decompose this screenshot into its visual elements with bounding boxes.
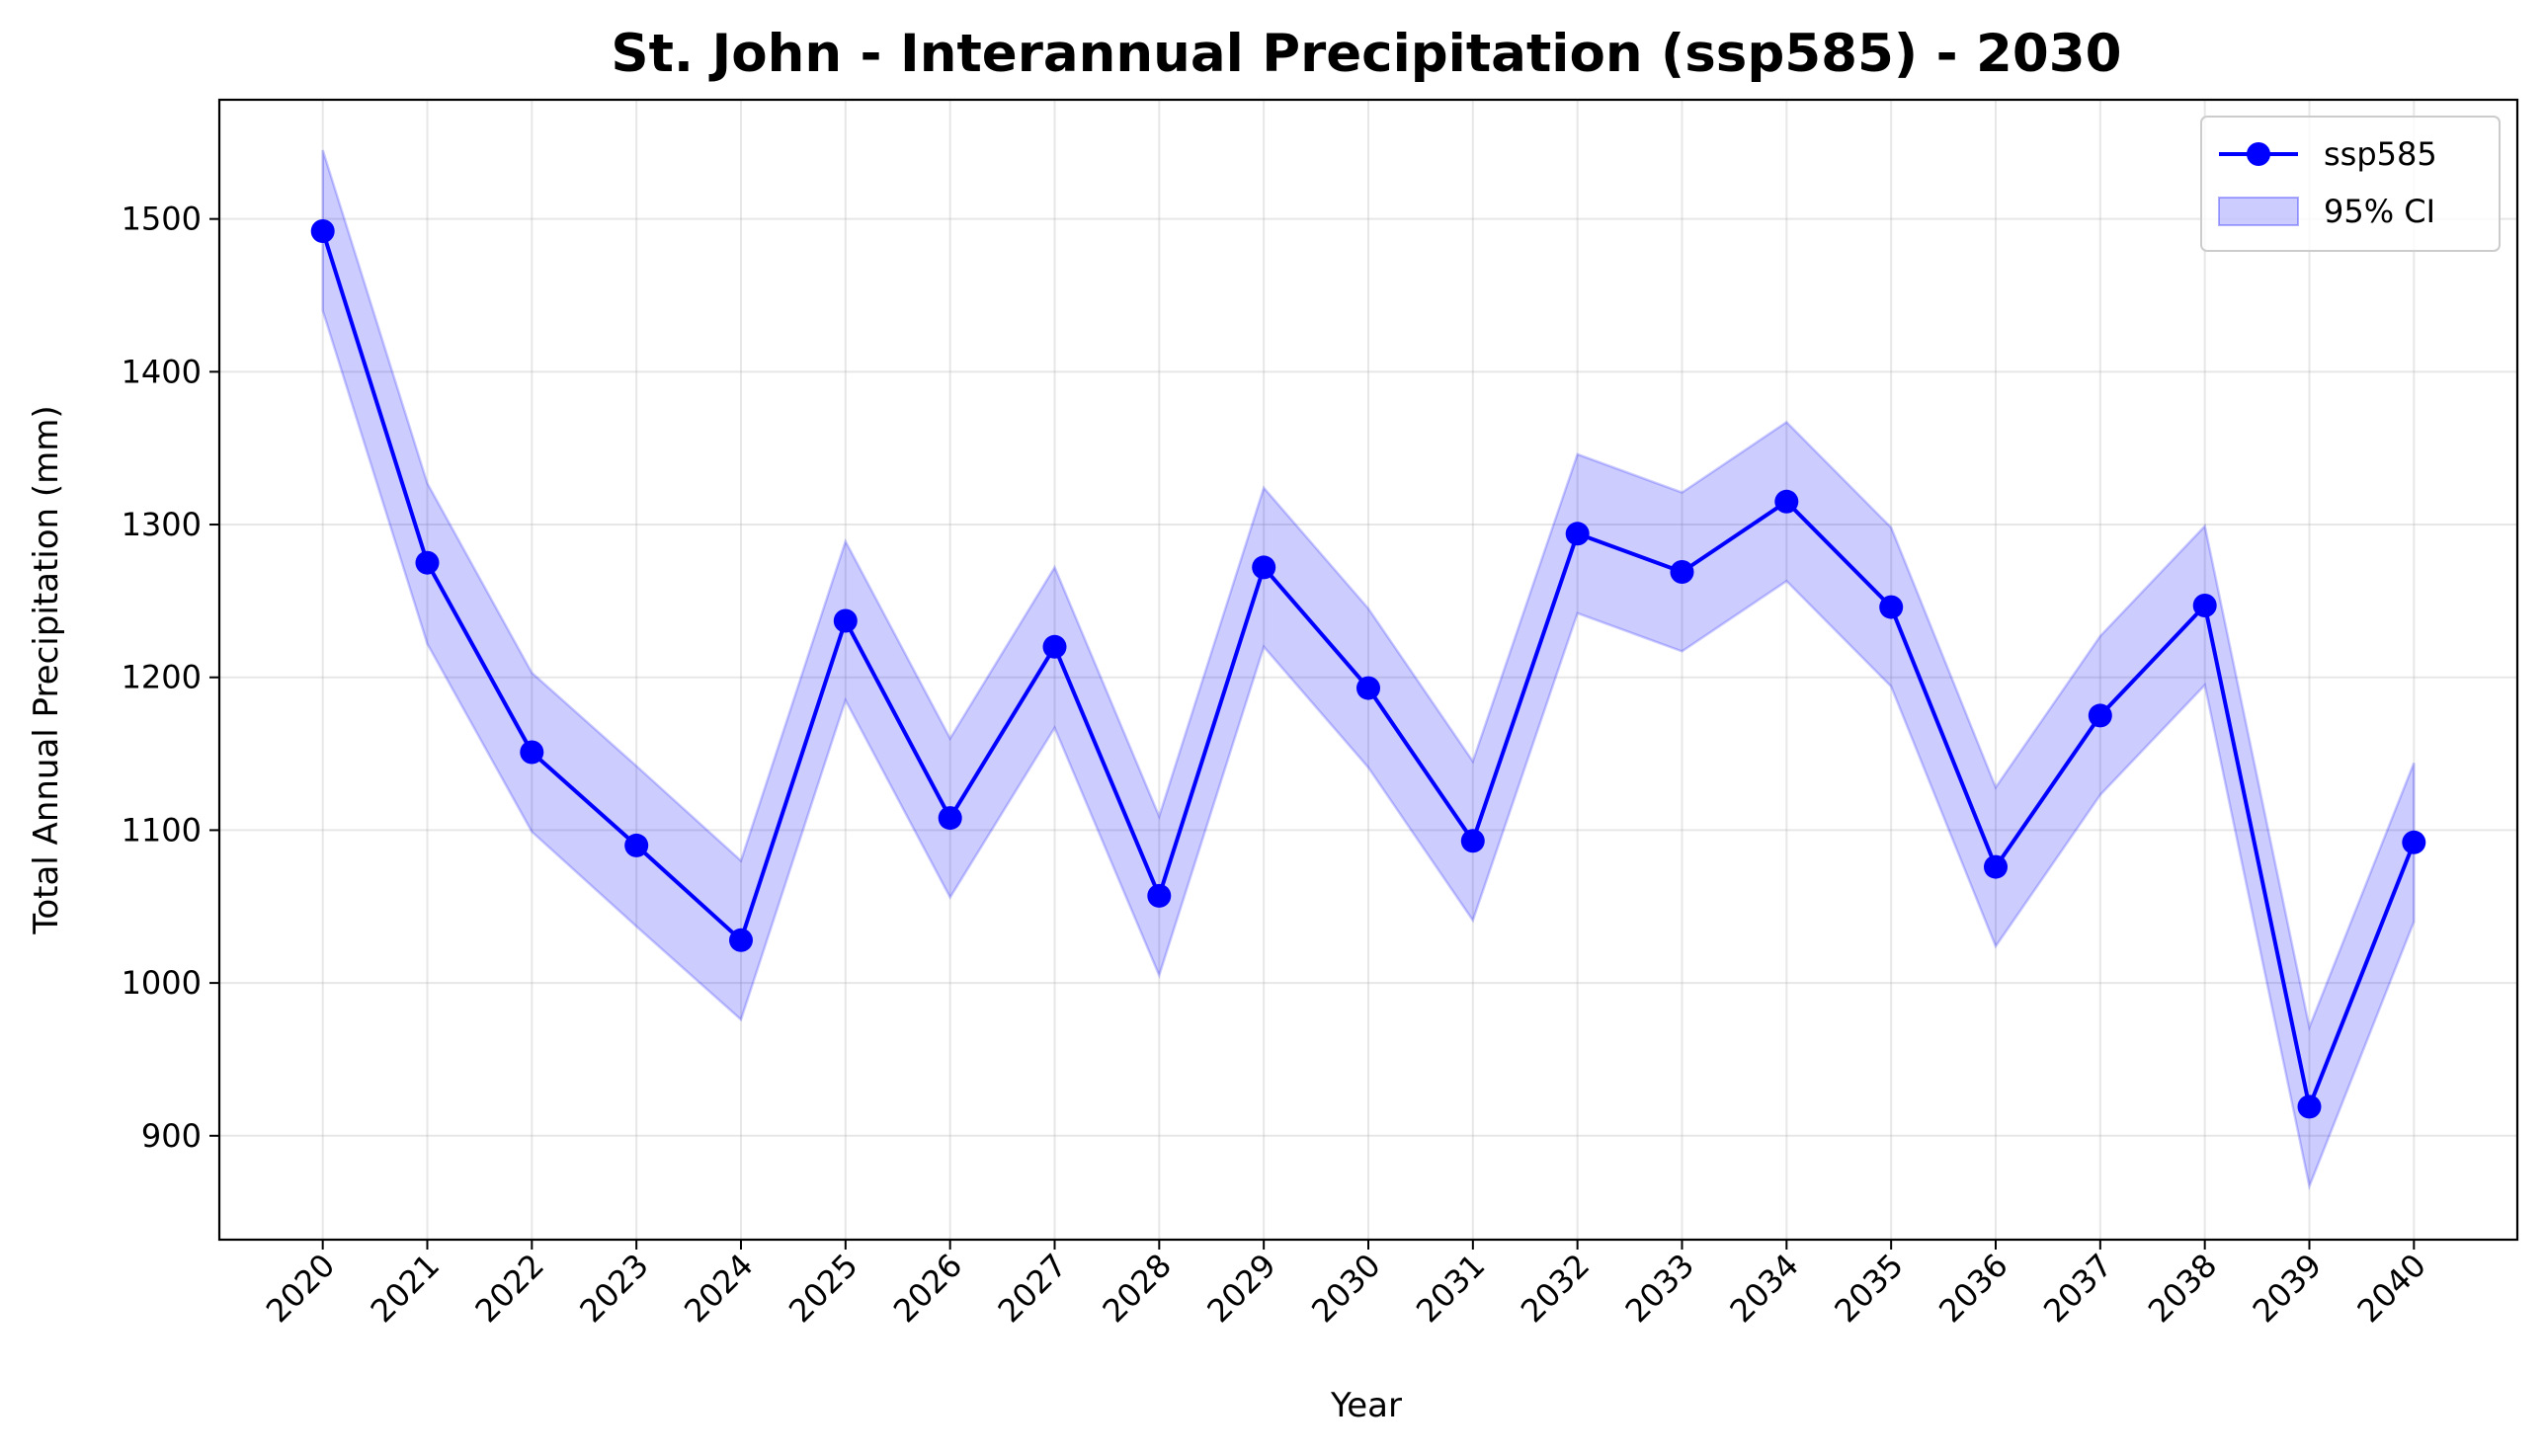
y-axis-label: Total Annual Precipitation (mm) [27,405,66,934]
data-point [1252,555,1276,580]
y-tick-label: 1100 [122,811,202,849]
legend-label-series: ssp585 [2324,135,2437,173]
data-point [2088,703,2112,728]
data-point [2402,830,2426,854]
data-point [1774,489,1799,514]
legend-label-ci: 95% CI [2324,193,2435,230]
grid [219,100,2517,1240]
y-tick-label: 1400 [122,353,202,390]
data-point [833,608,858,633]
legend-marker-swatch [2247,142,2270,166]
y-tick-label: 900 [141,1117,202,1155]
y-tick-label: 1300 [122,506,202,543]
data-point [2297,1094,2322,1119]
data-point [1356,676,1380,700]
data-point [624,833,649,857]
data-point [1984,854,2008,879]
data-point [415,550,440,575]
confidence-band [321,149,2416,1191]
legend-band-swatch [2218,197,2299,226]
ci-band-area [321,149,2416,1191]
data-point [310,219,335,243]
data-point [938,806,962,831]
y-tick-label: 1500 [122,201,202,238]
data-point [1565,522,1590,546]
series-markers [310,219,2426,1119]
data-point [2192,594,2217,617]
data-point [520,740,544,765]
data-point [1147,883,1172,908]
data-point [1042,634,1067,659]
y-axis: 900 1000 1100 1200 1300 1400 1500 [122,201,219,1155]
data-point [1460,829,1485,853]
data-point [1879,595,1904,619]
x-axis-label: Year [1330,1386,1402,1425]
data-point [729,928,753,952]
chart-title: St. John - Interannual Precipitation (ss… [611,24,2121,84]
y-tick-label: 1000 [122,964,202,1002]
data-point [1670,560,1694,584]
y-tick-label: 1200 [122,659,202,696]
legend: ssp585 95% CI [2200,116,2501,252]
legend-box [2200,116,2501,252]
